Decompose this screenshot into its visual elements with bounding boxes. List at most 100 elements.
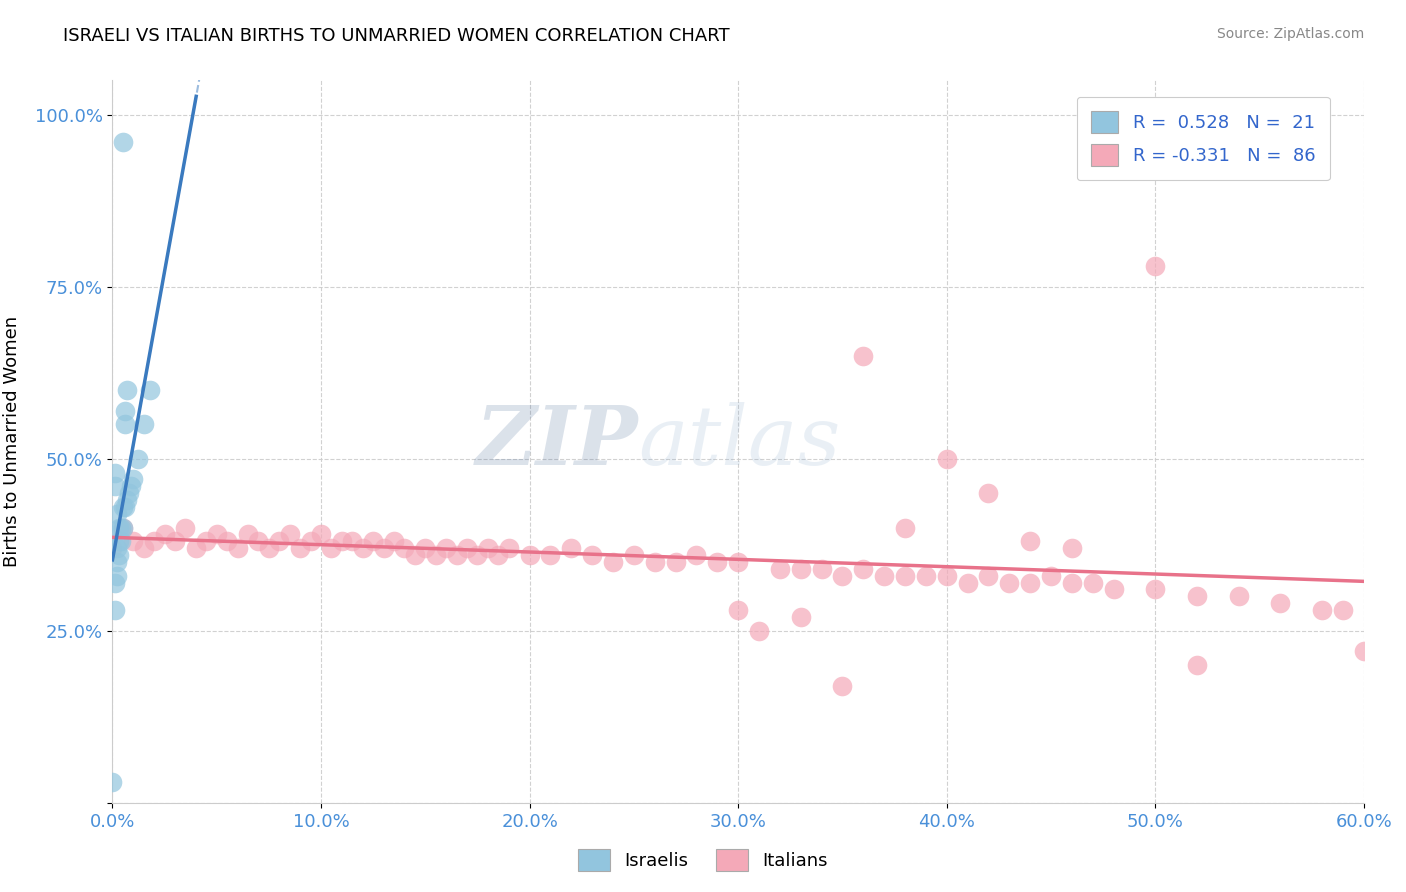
Point <box>894 520 917 534</box>
Point <box>299 534 322 549</box>
Point <box>873 568 896 582</box>
Point <box>1144 259 1167 273</box>
Point <box>977 568 1000 582</box>
Point <box>342 534 364 549</box>
Point <box>132 417 155 432</box>
Point <box>107 548 129 562</box>
Point <box>1144 582 1167 597</box>
Text: ISRAELI VS ITALIAN BIRTHS TO UNMARRIED WOMEN CORRELATION CHART: ISRAELI VS ITALIAN BIRTHS TO UNMARRIED W… <box>63 27 730 45</box>
Point <box>290 541 312 556</box>
Point <box>581 548 603 562</box>
Point <box>101 541 124 556</box>
Point <box>915 568 938 582</box>
Point <box>132 541 155 556</box>
Point <box>727 555 749 569</box>
Point <box>205 527 228 541</box>
Point <box>114 403 136 417</box>
Point <box>107 534 129 549</box>
Point <box>1185 658 1208 673</box>
Point <box>644 555 666 569</box>
Point <box>956 575 979 590</box>
Point <box>977 486 1000 500</box>
Point <box>269 534 291 549</box>
Point <box>103 603 125 617</box>
Point <box>111 500 134 514</box>
Point <box>394 541 416 556</box>
Point <box>456 541 478 556</box>
Point <box>560 541 582 556</box>
Point <box>195 534 218 549</box>
Point <box>1331 603 1354 617</box>
Point <box>425 548 447 562</box>
Point <box>446 548 468 562</box>
Point <box>236 527 259 541</box>
Point <box>685 548 707 562</box>
Point <box>519 548 541 562</box>
Point <box>1019 534 1042 549</box>
Point <box>107 520 129 534</box>
Point <box>498 541 520 556</box>
Point <box>831 568 853 582</box>
Point <box>103 466 125 480</box>
Text: Source: ZipAtlas.com: Source: ZipAtlas.com <box>1216 27 1364 41</box>
Point <box>413 541 436 556</box>
Point <box>143 534 166 549</box>
Point <box>790 562 813 576</box>
Point <box>486 548 509 562</box>
Point <box>748 624 770 638</box>
Point <box>727 603 749 617</box>
Point <box>257 541 280 556</box>
Point <box>110 534 132 549</box>
Point <box>118 486 141 500</box>
Point <box>103 575 125 590</box>
Point <box>115 493 138 508</box>
Point <box>831 679 853 693</box>
Point <box>538 548 561 562</box>
Point <box>602 555 624 569</box>
Legend: R =  0.528   N =  21, R = -0.331   N =  86: R = 0.528 N = 21, R = -0.331 N = 86 <box>1077 96 1330 180</box>
Point <box>105 541 128 556</box>
Point <box>623 548 645 562</box>
Point <box>477 541 499 556</box>
Point <box>114 417 136 432</box>
Point <box>247 534 270 549</box>
Point <box>706 555 728 569</box>
Point <box>127 451 149 466</box>
Point <box>114 500 136 514</box>
Point <box>361 534 384 549</box>
Point <box>321 541 343 556</box>
Point <box>665 555 688 569</box>
Point <box>120 479 142 493</box>
Point <box>1270 596 1292 610</box>
Point <box>1039 568 1063 582</box>
Point <box>163 534 186 549</box>
Point <box>105 555 128 569</box>
Point <box>1081 575 1104 590</box>
Point <box>278 527 301 541</box>
Point <box>115 383 138 397</box>
Point <box>373 541 395 556</box>
Point <box>101 775 124 789</box>
Point <box>352 541 374 556</box>
Point <box>1310 603 1333 617</box>
Point <box>184 541 207 556</box>
Point <box>103 479 125 493</box>
Point <box>935 451 957 466</box>
Point <box>217 534 239 549</box>
Point <box>226 541 249 556</box>
Point <box>790 610 813 624</box>
Point <box>153 527 176 541</box>
Point <box>309 527 332 541</box>
Point <box>111 520 134 534</box>
Point <box>122 534 145 549</box>
Point <box>330 534 353 549</box>
Point <box>105 568 128 582</box>
Point <box>434 541 457 556</box>
Point <box>1227 590 1250 604</box>
Point <box>810 562 832 576</box>
Point <box>852 349 875 363</box>
Point <box>105 507 128 521</box>
Point <box>1353 644 1375 658</box>
Point <box>467 548 489 562</box>
Point <box>998 575 1021 590</box>
